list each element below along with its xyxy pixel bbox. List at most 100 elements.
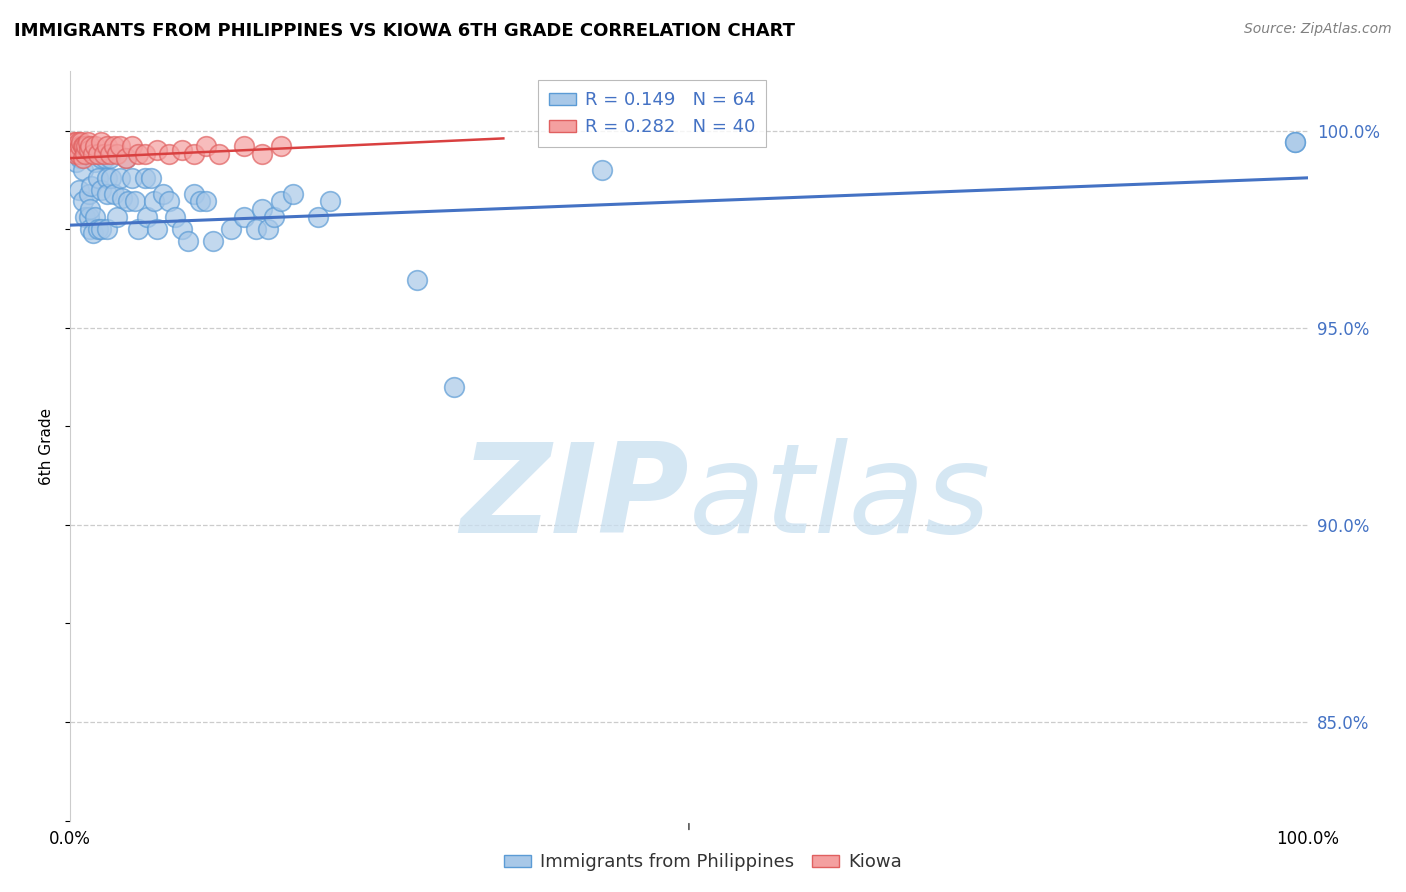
Y-axis label: 6th Grade: 6th Grade	[39, 408, 55, 484]
Point	[183, 186, 205, 201]
Point	[96, 186, 118, 201]
Point	[66, 143, 89, 157]
Point	[183, 147, 205, 161]
Point	[67, 183, 90, 197]
Point	[1284, 136, 1306, 150]
Point	[270, 194, 292, 209]
Point	[82, 226, 104, 240]
Point	[79, 222, 101, 236]
Text: ZIP: ZIP	[460, 438, 689, 559]
Legend: R = 0.149   N = 64, R = 0.282   N = 40: R = 0.149 N = 64, R = 0.282 N = 40	[537, 80, 766, 147]
Point	[65, 136, 87, 150]
Point	[111, 190, 134, 204]
Point	[188, 194, 211, 209]
Point	[77, 143, 100, 157]
Point	[152, 186, 174, 201]
Point	[75, 139, 97, 153]
Point	[72, 151, 94, 165]
Point	[232, 211, 254, 225]
Point	[75, 143, 97, 157]
Point	[134, 147, 156, 161]
Point	[105, 211, 128, 225]
Point	[115, 151, 138, 165]
Point	[69, 151, 91, 165]
Point	[134, 170, 156, 185]
Point	[75, 147, 97, 161]
Text: IMMIGRANTS FROM PHILIPPINES VS KIOWA 6TH GRADE CORRELATION CHART: IMMIGRANTS FROM PHILIPPINES VS KIOWA 6TH…	[14, 22, 794, 40]
Point	[77, 186, 100, 201]
Point	[127, 147, 149, 161]
Point	[98, 151, 121, 165]
Point	[219, 222, 242, 236]
Point	[96, 222, 118, 236]
Point	[115, 151, 138, 165]
Point	[69, 139, 91, 153]
Point	[108, 139, 131, 153]
Point	[77, 211, 100, 225]
Point	[76, 136, 98, 150]
Point	[82, 147, 104, 161]
Point	[70, 136, 93, 150]
Point	[250, 202, 273, 217]
Point	[79, 202, 101, 217]
Point	[1284, 136, 1306, 150]
Point	[121, 139, 143, 153]
Point	[201, 234, 224, 248]
Point	[257, 222, 280, 236]
Point	[195, 194, 218, 209]
Point	[195, 139, 218, 153]
Point	[108, 170, 131, 185]
Text: atlas: atlas	[689, 438, 991, 559]
Point	[250, 147, 273, 161]
Point	[117, 194, 139, 209]
Point	[65, 139, 87, 153]
Point	[105, 147, 128, 161]
Point	[157, 194, 180, 209]
Point	[307, 211, 329, 225]
Point	[263, 211, 285, 225]
Text: Source: ZipAtlas.com: Source: ZipAtlas.com	[1244, 22, 1392, 37]
Point	[93, 147, 115, 161]
Point	[136, 211, 159, 225]
Point	[208, 147, 231, 161]
Point	[281, 186, 304, 201]
Point	[124, 194, 146, 209]
Point	[319, 194, 342, 209]
Point	[67, 147, 90, 161]
Point	[143, 194, 166, 209]
Point	[65, 147, 87, 161]
Point	[72, 163, 94, 178]
Point	[79, 139, 101, 153]
Point	[67, 136, 90, 150]
Point	[72, 139, 94, 153]
Point	[96, 139, 118, 153]
Point	[84, 155, 107, 169]
Point	[86, 222, 108, 236]
Point	[90, 136, 112, 150]
Point	[165, 211, 187, 225]
Point	[94, 151, 117, 165]
Point	[100, 170, 122, 185]
Point	[127, 222, 149, 236]
Point	[103, 186, 125, 201]
Point	[177, 234, 200, 248]
Point	[405, 273, 427, 287]
Point	[245, 222, 267, 236]
Point	[90, 151, 112, 165]
Point	[65, 155, 87, 169]
Point	[86, 170, 108, 185]
Point	[84, 139, 107, 153]
Point	[157, 147, 180, 161]
Point	[170, 143, 193, 157]
Point	[73, 139, 96, 153]
Point	[121, 170, 143, 185]
Point	[232, 139, 254, 153]
Point	[84, 211, 107, 225]
Point	[146, 143, 169, 157]
Point	[139, 170, 162, 185]
Legend: Immigrants from Philippines, Kiowa: Immigrants from Philippines, Kiowa	[496, 847, 910, 879]
Point	[86, 147, 108, 161]
Point	[170, 222, 193, 236]
Point	[443, 380, 465, 394]
Point	[72, 194, 94, 209]
